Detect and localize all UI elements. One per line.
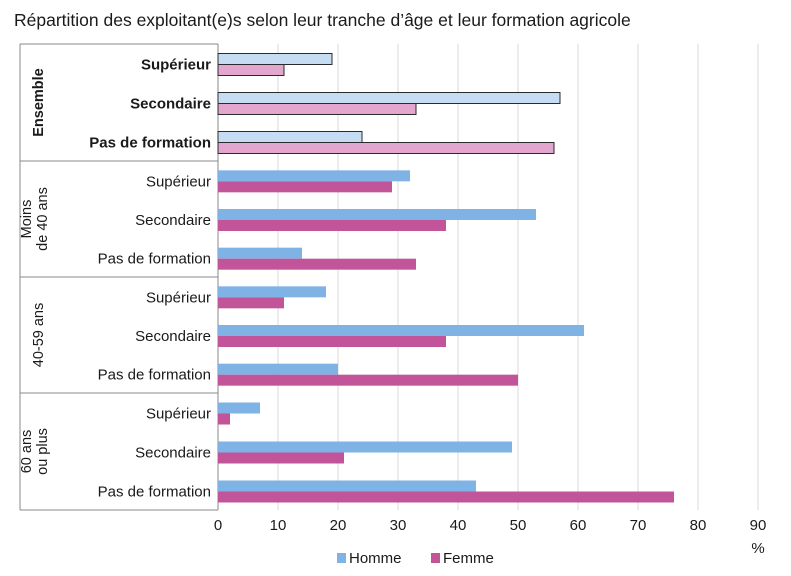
homme-bar <box>217 131 363 143</box>
category-label: Secondaire <box>135 445 211 462</box>
legend-label-femme: Femme <box>443 550 494 567</box>
category-label: Supérieur <box>141 57 211 74</box>
x-tick-label: 10 <box>270 517 287 534</box>
x-tick-label: 40 <box>450 517 467 534</box>
category-label: Pas de formation <box>98 367 211 384</box>
group-label: 60 ansou plus <box>19 428 51 475</box>
femme-bar <box>218 374 518 386</box>
group-label: Ensemble <box>31 68 47 137</box>
x-tick-label: 80 <box>690 517 707 534</box>
homme-bar <box>218 402 260 414</box>
group-label: 40-59 ans <box>31 303 47 368</box>
category-label: Pas de formation <box>89 135 211 152</box>
femme-bar <box>218 297 284 309</box>
category-label: Supérieur <box>146 173 211 190</box>
category-label: Supérieur <box>146 289 211 306</box>
x-tick-label: 20 <box>330 517 347 534</box>
homme-bar <box>217 53 333 65</box>
chart-title: Répartition des exploitant(e)s selon leu… <box>14 10 631 30</box>
category-label: Secondaire <box>135 328 211 345</box>
femme-bar <box>218 413 230 425</box>
homme-bar <box>218 325 584 336</box>
femme-bar <box>218 452 344 464</box>
homme-bar <box>218 286 326 298</box>
category-label: Pas de formation <box>98 251 211 268</box>
x-tick-label: 90 <box>750 517 767 534</box>
femme-bar <box>217 103 417 115</box>
homme-bar <box>218 480 476 492</box>
x-tick-label: 60 <box>570 517 587 534</box>
group-label: Moinsde 40 ans <box>19 187 51 251</box>
femme-bar <box>217 64 285 76</box>
femme-bar <box>218 336 446 347</box>
x-tick-label: 30 <box>390 517 407 534</box>
x-tick-label: 50 <box>510 517 527 534</box>
legend-label-homme: Homme <box>349 550 402 567</box>
femme-bar <box>217 142 555 154</box>
homme-bar <box>218 247 302 259</box>
category-label: Secondaire <box>135 212 211 229</box>
femme-bar <box>218 220 446 231</box>
femme-bar <box>218 491 674 503</box>
category-label: Pas de formation <box>98 484 211 501</box>
x-axis-unit: % <box>751 540 764 557</box>
legend-swatch-femme <box>431 553 440 563</box>
homme-bar <box>218 170 410 182</box>
homme-bar <box>218 441 512 453</box>
homme-bar <box>218 209 536 220</box>
femme-bar <box>218 181 392 193</box>
category-label: Secondaire <box>130 96 211 113</box>
homme-bar <box>218 363 338 375</box>
legend-swatch-homme <box>337 553 346 563</box>
x-tick-label: 70 <box>630 517 647 534</box>
femme-bar <box>218 258 416 270</box>
homme-bar <box>217 92 561 104</box>
category-label: Supérieur <box>146 406 211 423</box>
x-tick-label: 0 <box>214 517 222 534</box>
